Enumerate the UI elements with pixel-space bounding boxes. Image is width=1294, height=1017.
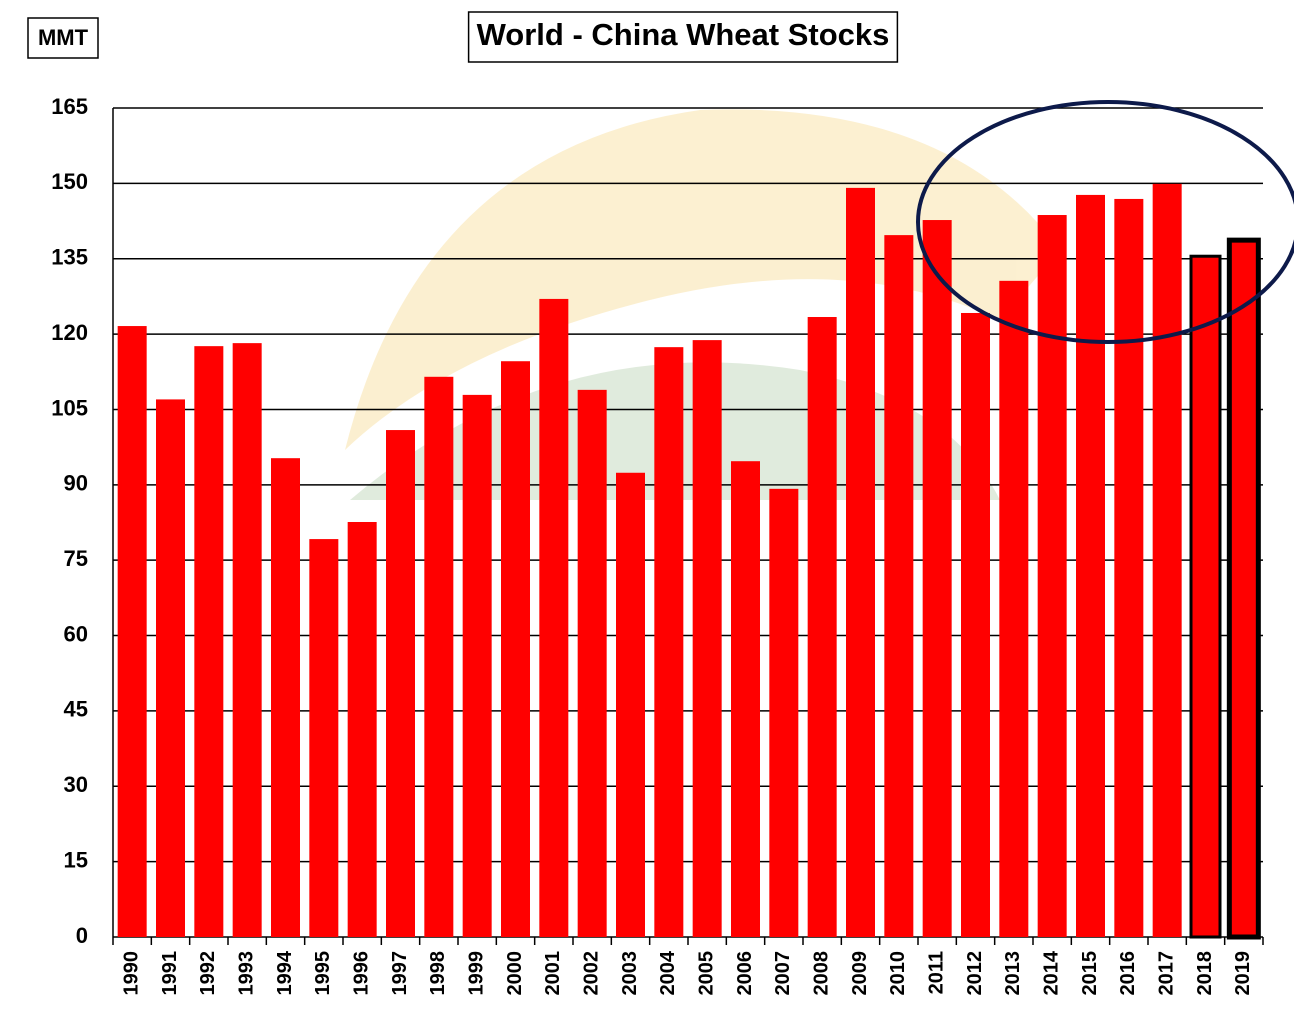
x-tick-label: 2006	[734, 951, 756, 996]
bar	[693, 340, 722, 937]
page: 0 15 30 45 60 75 90 105 120 135 150 165 1990 1991 1992…	[0, 0, 1294, 1017]
y-tick-label: 90	[64, 471, 88, 496]
bar	[1153, 184, 1182, 937]
bar	[424, 377, 453, 937]
bar	[808, 317, 837, 937]
bar	[1229, 240, 1258, 937]
unit-label: MMT	[38, 25, 89, 50]
bar	[731, 461, 760, 937]
x-tick-label: 2007	[772, 951, 794, 996]
x-tick-label: 2010	[887, 951, 909, 996]
y-tick-label: 165	[51, 94, 88, 119]
bar	[309, 539, 338, 937]
x-tick-label: 2019	[1232, 951, 1254, 996]
x-tick-label: 1994	[274, 950, 296, 995]
x-tick-label: 2005	[695, 951, 717, 996]
bar	[118, 326, 147, 937]
y-tick-label: 120	[51, 320, 88, 345]
x-tick-label: 1991	[159, 951, 181, 996]
bar	[1076, 195, 1105, 937]
x-tick-label: 2012	[964, 951, 986, 996]
bar	[923, 220, 952, 937]
y-tick-label: 30	[64, 772, 88, 797]
y-tick-label: 60	[64, 621, 88, 646]
x-tick-label: 2013	[1002, 951, 1024, 996]
x-tick-label: 2014	[1040, 950, 1062, 995]
bar	[194, 346, 223, 937]
x-tick-label: 2004	[657, 950, 679, 995]
x-tick-label: 2009	[849, 951, 871, 996]
bar	[386, 430, 415, 937]
y-tick-label: 105	[51, 395, 88, 420]
chart-title: World - China Wheat Stocks	[477, 17, 890, 52]
bar	[961, 313, 990, 937]
y-tick-label: 135	[51, 245, 88, 270]
x-tick-label: 1995	[312, 951, 334, 996]
bar	[616, 473, 645, 937]
x-tick-label: 2000	[504, 951, 526, 996]
y-tick-label: 0	[76, 923, 88, 948]
x-tick-label: 1998	[427, 951, 449, 996]
bar	[233, 343, 262, 937]
chart: 0 15 30 45 60 75 90 105 120 135 150 165 1990 1991 1992…	[0, 0, 1294, 1017]
bar	[846, 188, 875, 937]
x-tick-label: 1993	[235, 951, 257, 996]
x-tick-label: 1992	[197, 951, 219, 996]
x-tick-label: 2001	[542, 951, 564, 996]
x-tick-label: 1990	[120, 951, 142, 996]
bar	[654, 347, 683, 937]
x-tick-label: 1996	[350, 951, 372, 996]
bar	[539, 299, 568, 937]
x-tick-label: 2018	[1194, 951, 1216, 996]
y-tick-label: 15	[64, 847, 88, 872]
x-tick-label: 2008	[810, 951, 832, 996]
bar	[348, 522, 377, 937]
bar	[463, 395, 492, 937]
bar	[271, 458, 300, 937]
bar	[884, 235, 913, 937]
bar	[1038, 215, 1067, 937]
x-tick-label: 2016	[1117, 951, 1139, 996]
x-tick-label: 2011	[925, 951, 947, 994]
y-tick-label: 75	[64, 546, 88, 571]
x-tick-label: 2002	[580, 951, 602, 996]
bar	[156, 399, 185, 937]
bar	[1114, 199, 1143, 937]
x-tick-label: 1999	[465, 951, 487, 996]
bar	[501, 361, 530, 937]
y-tick-label: 45	[64, 697, 88, 722]
bar	[1191, 256, 1220, 937]
bar	[769, 489, 798, 937]
x-tick-label: 2015	[1079, 951, 1101, 996]
x-tick-label: 1997	[389, 951, 411, 996]
x-tick-label: 2017	[1155, 951, 1177, 996]
y-tick-label: 150	[51, 169, 88, 194]
bar	[578, 390, 607, 937]
x-tick-label: 2003	[619, 951, 641, 996]
bar	[999, 281, 1028, 937]
